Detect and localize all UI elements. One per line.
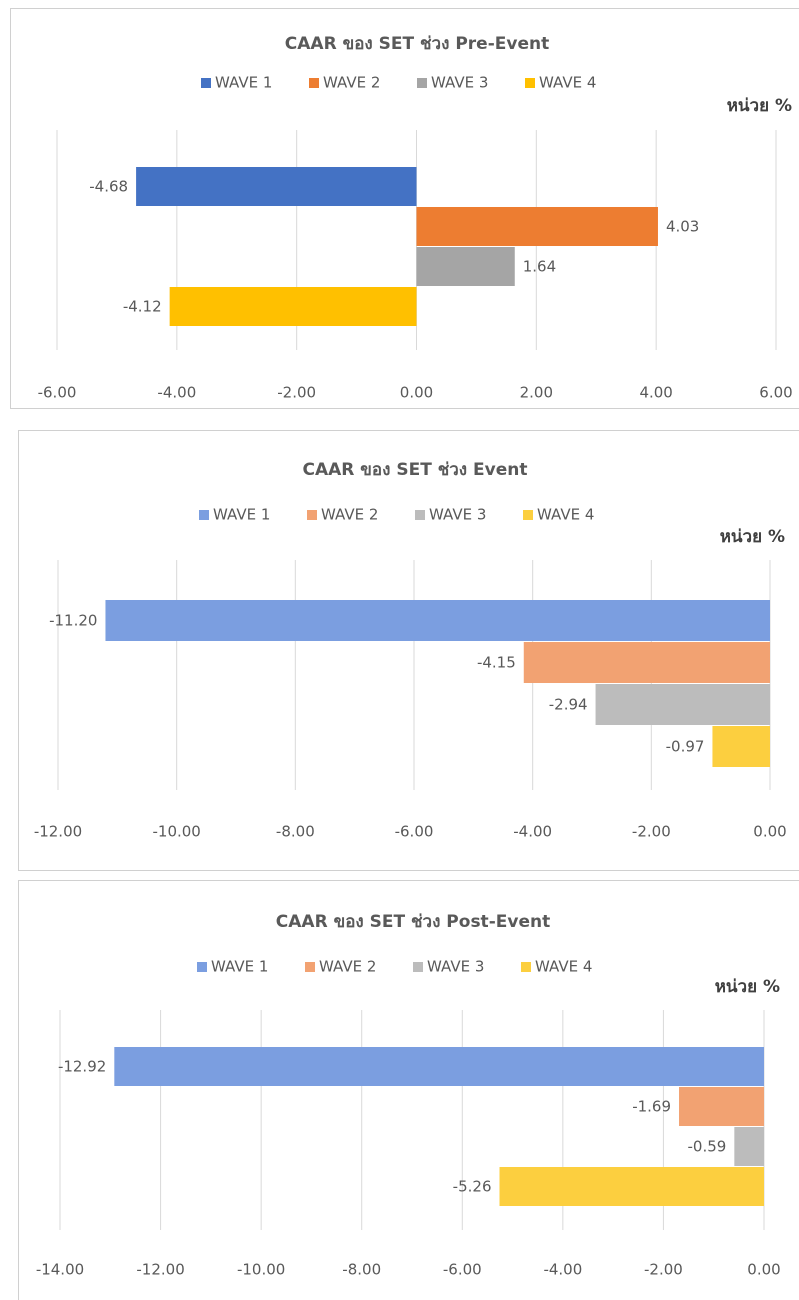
x-tick-label: 4.00 bbox=[639, 384, 672, 402]
x-tick-label: 2.00 bbox=[520, 384, 553, 402]
chart-frame bbox=[18, 430, 799, 871]
x-tick-label: 0.00 bbox=[753, 823, 786, 841]
data-label: -5.26 bbox=[453, 1178, 492, 1196]
legend-swatch bbox=[307, 510, 317, 520]
chart-frame bbox=[18, 880, 799, 1300]
x-tick-label: -6.00 bbox=[38, 384, 77, 402]
x-tick-label: 0.00 bbox=[400, 384, 433, 402]
x-tick-label: -2.00 bbox=[644, 1261, 683, 1279]
chart-title: CAAR ของ SET ช่วง Pre-Event bbox=[285, 34, 549, 54]
data-label: -4.15 bbox=[477, 654, 516, 672]
bar bbox=[734, 1127, 764, 1166]
bar bbox=[712, 726, 770, 767]
legend-label: WAVE 2 bbox=[321, 506, 378, 524]
data-label: -1.69 bbox=[632, 1098, 671, 1116]
legend-label: WAVE 1 bbox=[215, 74, 272, 92]
legend-swatch bbox=[309, 78, 319, 88]
bar bbox=[416, 207, 658, 246]
x-tick-label: -6.00 bbox=[443, 1261, 482, 1279]
x-tick-label: 0.00 bbox=[747, 1261, 780, 1279]
chart-title: CAAR ของ SET ช่วง Event bbox=[303, 460, 528, 480]
legend-label: WAVE 4 bbox=[535, 958, 592, 976]
legend-swatch bbox=[197, 962, 207, 972]
legend-label: WAVE 2 bbox=[323, 74, 380, 92]
bar bbox=[523, 642, 770, 683]
x-tick-label: -14.00 bbox=[36, 1261, 84, 1279]
x-tick-label: -2.00 bbox=[632, 823, 671, 841]
bar bbox=[595, 684, 770, 725]
legend-swatch bbox=[525, 78, 535, 88]
legend-label: WAVE 2 bbox=[319, 958, 376, 976]
chart-frame bbox=[10, 8, 799, 409]
x-tick-label: -10.00 bbox=[152, 823, 200, 841]
legend-swatch bbox=[415, 510, 425, 520]
x-tick-label: -6.00 bbox=[395, 823, 434, 841]
legend-swatch bbox=[521, 962, 531, 972]
data-label: 1.64 bbox=[523, 258, 556, 276]
legend-label: WAVE 1 bbox=[213, 506, 270, 524]
x-tick-label: -4.00 bbox=[157, 384, 196, 402]
data-label: -2.94 bbox=[549, 696, 588, 714]
legend-swatch bbox=[417, 78, 427, 88]
legend-label: WAVE 3 bbox=[431, 74, 488, 92]
legend-label: WAVE 4 bbox=[537, 506, 594, 524]
x-tick-label: -4.00 bbox=[513, 823, 552, 841]
legend-swatch bbox=[199, 510, 209, 520]
x-tick-label: -4.00 bbox=[543, 1261, 582, 1279]
data-label: 4.03 bbox=[666, 218, 699, 236]
bar bbox=[499, 1167, 764, 1206]
bar bbox=[114, 1047, 764, 1086]
legend-swatch bbox=[523, 510, 533, 520]
bar bbox=[169, 287, 417, 326]
unit-label: หน่วย % bbox=[727, 96, 792, 116]
unit-label: หน่วย % bbox=[720, 527, 785, 547]
x-tick-label: -12.00 bbox=[34, 823, 82, 841]
x-tick-label: -8.00 bbox=[342, 1261, 381, 1279]
x-tick-label: -2.00 bbox=[277, 384, 316, 402]
x-tick-label: -8.00 bbox=[276, 823, 315, 841]
data-label: -4.68 bbox=[89, 178, 128, 196]
legend-label: WAVE 3 bbox=[429, 506, 486, 524]
chart-title: CAAR ของ SET ช่วง Post-Event bbox=[276, 912, 550, 932]
bar bbox=[679, 1087, 764, 1126]
bar bbox=[105, 600, 770, 641]
data-label: -0.97 bbox=[666, 738, 705, 756]
data-label: -4.12 bbox=[123, 298, 162, 316]
legend-swatch bbox=[413, 962, 423, 972]
legend-label: WAVE 4 bbox=[539, 74, 596, 92]
unit-label: หน่วย % bbox=[715, 977, 780, 997]
x-tick-label: -12.00 bbox=[136, 1261, 184, 1279]
x-tick-label: -10.00 bbox=[237, 1261, 285, 1279]
x-tick-label: 6.00 bbox=[759, 384, 792, 402]
bar bbox=[136, 167, 417, 206]
legend-swatch bbox=[201, 78, 211, 88]
legend-swatch bbox=[305, 962, 315, 972]
bar bbox=[416, 247, 515, 286]
data-label: -11.20 bbox=[49, 612, 97, 630]
data-label: -0.59 bbox=[688, 1138, 727, 1156]
data-label: -12.92 bbox=[58, 1058, 106, 1076]
legend-label: WAVE 1 bbox=[211, 958, 268, 976]
legend-label: WAVE 3 bbox=[427, 958, 484, 976]
